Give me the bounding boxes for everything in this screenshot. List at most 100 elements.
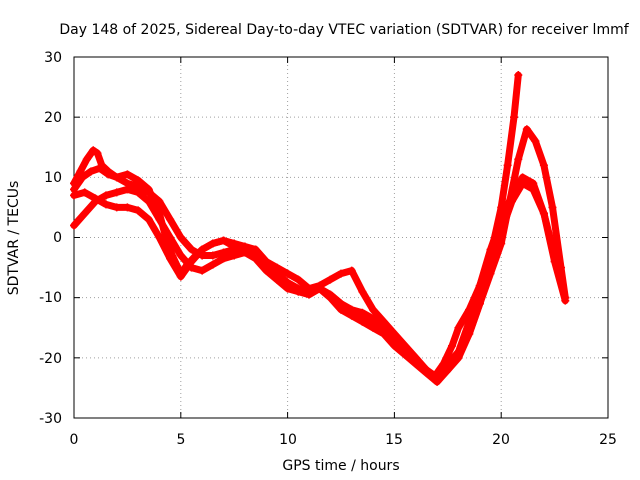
y-tick-label: -20 [39,351,62,367]
x-tick-label: 5 [177,432,186,448]
chart-title: Day 148 of 2025, Sidereal Day-to-day VTE… [59,22,629,38]
data-point [187,257,196,266]
data-point [112,203,121,212]
data-point [76,167,85,176]
data-point [443,365,452,374]
grid-lines [73,56,609,419]
data-point [272,272,281,281]
data-point [144,215,153,224]
data-point [379,329,388,338]
x-axis: 0 5 10 15 20 25 [70,432,617,448]
data-point [80,209,89,218]
data-point [208,251,217,260]
series-track-3 [70,179,570,383]
data-point [503,161,512,170]
data-point [358,287,367,296]
data-point [401,350,410,359]
x-tick-label: 10 [279,432,297,448]
y-tick-label: -10 [39,290,62,306]
data-point [89,146,98,155]
data-point [102,200,111,209]
data-point [240,242,249,251]
series-line [70,179,569,383]
x-tick-label: 20 [492,432,510,448]
y-axis-label: SDTVAR / TECUs [6,181,22,296]
data-point [166,254,175,263]
data-point [369,323,378,332]
data-point [134,188,143,197]
data-point [123,185,132,194]
data-point [539,209,548,218]
data-point [70,221,78,230]
data-point [187,245,196,254]
data-point [422,368,431,377]
data-point [251,245,260,254]
data-point [315,284,324,293]
data-point [262,257,271,266]
data-point [283,269,292,278]
data-point [155,197,164,206]
x-tick-label: 15 [385,432,403,448]
data-point [454,323,463,332]
data-point [219,254,228,263]
data-point [514,155,523,164]
data-point [390,341,399,350]
y-tick-label: 10 [44,170,62,186]
data-point [411,359,420,368]
data-point [198,245,207,254]
data-point [326,293,335,302]
data-point [80,188,89,197]
data-point [134,206,143,215]
data-point [518,173,527,182]
data-point [358,317,367,326]
data-point [497,215,506,224]
data-point [550,257,559,266]
data-point [454,347,463,356]
data-point [87,167,96,176]
data-point [347,311,356,320]
data-point [531,137,540,146]
y-tick-label: 20 [44,110,62,126]
data-point [112,188,121,197]
data-point [465,317,474,326]
data-point [369,305,378,314]
data-point [486,245,495,254]
data-point [548,203,557,212]
x-axis-label: GPS time / hours [282,458,399,474]
data-point [208,239,217,248]
data-point [70,191,78,200]
data-point [539,161,548,170]
data-point [144,197,153,206]
y-tick-label: 30 [44,50,62,66]
data-point [294,275,303,284]
x-tick-label: 25 [599,432,617,448]
data-point [337,269,345,278]
data-point [208,260,217,269]
data-point [93,149,102,158]
data-point [529,179,538,188]
data-point [155,215,164,224]
data-point [510,113,519,122]
data-point [112,173,121,182]
data-point [123,203,132,212]
data-point [102,191,111,200]
data-point [144,188,153,197]
series-track-4 [70,173,570,386]
data-point [337,305,345,314]
data-point [176,251,185,260]
data-point [326,275,335,284]
series-line [70,71,522,380]
data-point [219,236,228,245]
data-point [166,215,175,224]
data-point [304,290,313,299]
data-point [561,296,570,305]
data-point [475,281,484,290]
data-point [507,191,516,200]
data-point [104,170,113,179]
data-point [294,287,303,296]
data-point [155,233,164,242]
data-point [347,266,356,275]
data-point [82,155,91,164]
